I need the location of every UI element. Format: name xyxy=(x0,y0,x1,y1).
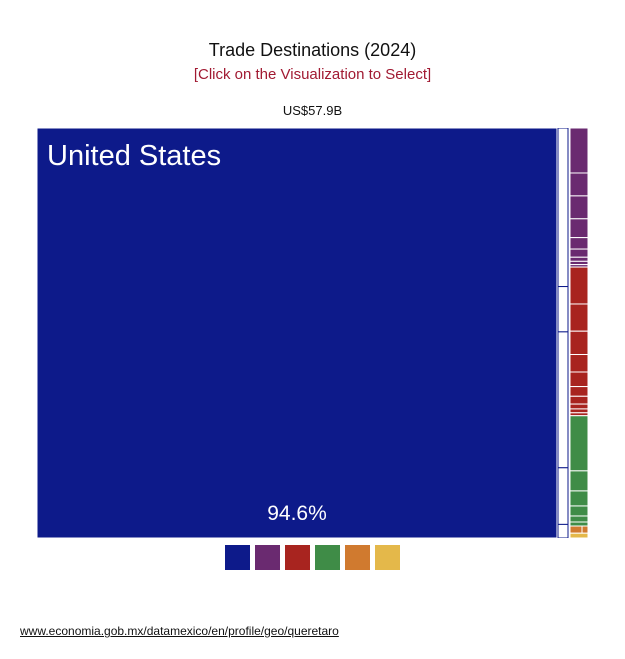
legend xyxy=(225,545,400,570)
legend-swatch-africa[interactable] xyxy=(345,545,370,570)
source-link[interactable]: www.economia.gob.mx/datamexico/en/profil… xyxy=(20,624,339,638)
tile-asia-tile-7[interactable] xyxy=(569,403,588,410)
tile-asia-tile-1[interactable] xyxy=(569,303,588,332)
total-value: US$57.9B xyxy=(282,103,343,118)
legend-swatch-south-america[interactable] xyxy=(315,545,340,570)
tile-europe-tile-3[interactable] xyxy=(569,218,588,239)
tile-asia-tile-3[interactable] xyxy=(569,354,588,373)
tile-europe-tile-4[interactable] xyxy=(569,237,588,250)
tile-asia-tile-0[interactable] xyxy=(569,266,588,305)
tile-north-america-4[interactable] xyxy=(557,467,569,525)
tile-asia-tile-6[interactable] xyxy=(569,395,588,405)
legend-swatch-asia[interactable] xyxy=(285,545,310,570)
tile-africa-1[interactable] xyxy=(581,525,588,534)
tile-share-united-states: 94.6% xyxy=(267,502,327,525)
tile-north-america-5[interactable] xyxy=(557,523,569,538)
tile-asia-tile-4[interactable] xyxy=(569,371,588,388)
select-instruction[interactable]: [Click on the Visualization to Select] xyxy=(193,66,432,83)
tile-oceania-0[interactable] xyxy=(569,532,588,538)
tile-asia-tile-2[interactable] xyxy=(569,330,588,356)
tile-south-america-tile-4[interactable] xyxy=(569,515,588,523)
tile-europe-tile-2[interactable] xyxy=(569,195,588,220)
tile-united-states[interactable] xyxy=(37,128,558,538)
tile-asia-tile-5[interactable] xyxy=(569,386,588,397)
tile-europe-tile-1[interactable] xyxy=(569,172,588,197)
legend-swatch-oceania[interactable] xyxy=(375,545,400,570)
tile-south-america-tile-0[interactable] xyxy=(569,415,588,472)
tile-north-america-2[interactable] xyxy=(557,286,569,333)
tile-africa-0[interactable] xyxy=(569,525,583,534)
tile-north-america-1[interactable] xyxy=(557,128,569,288)
tile-north-america-3[interactable] xyxy=(557,331,569,469)
tile-south-america-tile-3[interactable] xyxy=(569,505,588,517)
tile-europe-tile-0[interactable] xyxy=(569,128,588,174)
tile-europe-tile-6[interactable] xyxy=(569,256,588,262)
legend-swatch-europe[interactable] xyxy=(255,545,280,570)
tile-south-america-tile-5[interactable] xyxy=(569,521,588,527)
tile-south-america-tile-2[interactable] xyxy=(569,490,588,507)
legend-swatch-north-america[interactable] xyxy=(225,545,250,570)
tile-asia-tile-8[interactable] xyxy=(569,408,588,414)
chart-title: Trade Destinations (2024) xyxy=(208,40,417,60)
treemap-chart[interactable]: United States 94.6% xyxy=(37,128,588,538)
tile-europe-tile-5[interactable] xyxy=(569,248,588,258)
tile-south-america-tile-1[interactable] xyxy=(569,470,588,492)
tile-label-united-states: United States xyxy=(47,140,221,172)
